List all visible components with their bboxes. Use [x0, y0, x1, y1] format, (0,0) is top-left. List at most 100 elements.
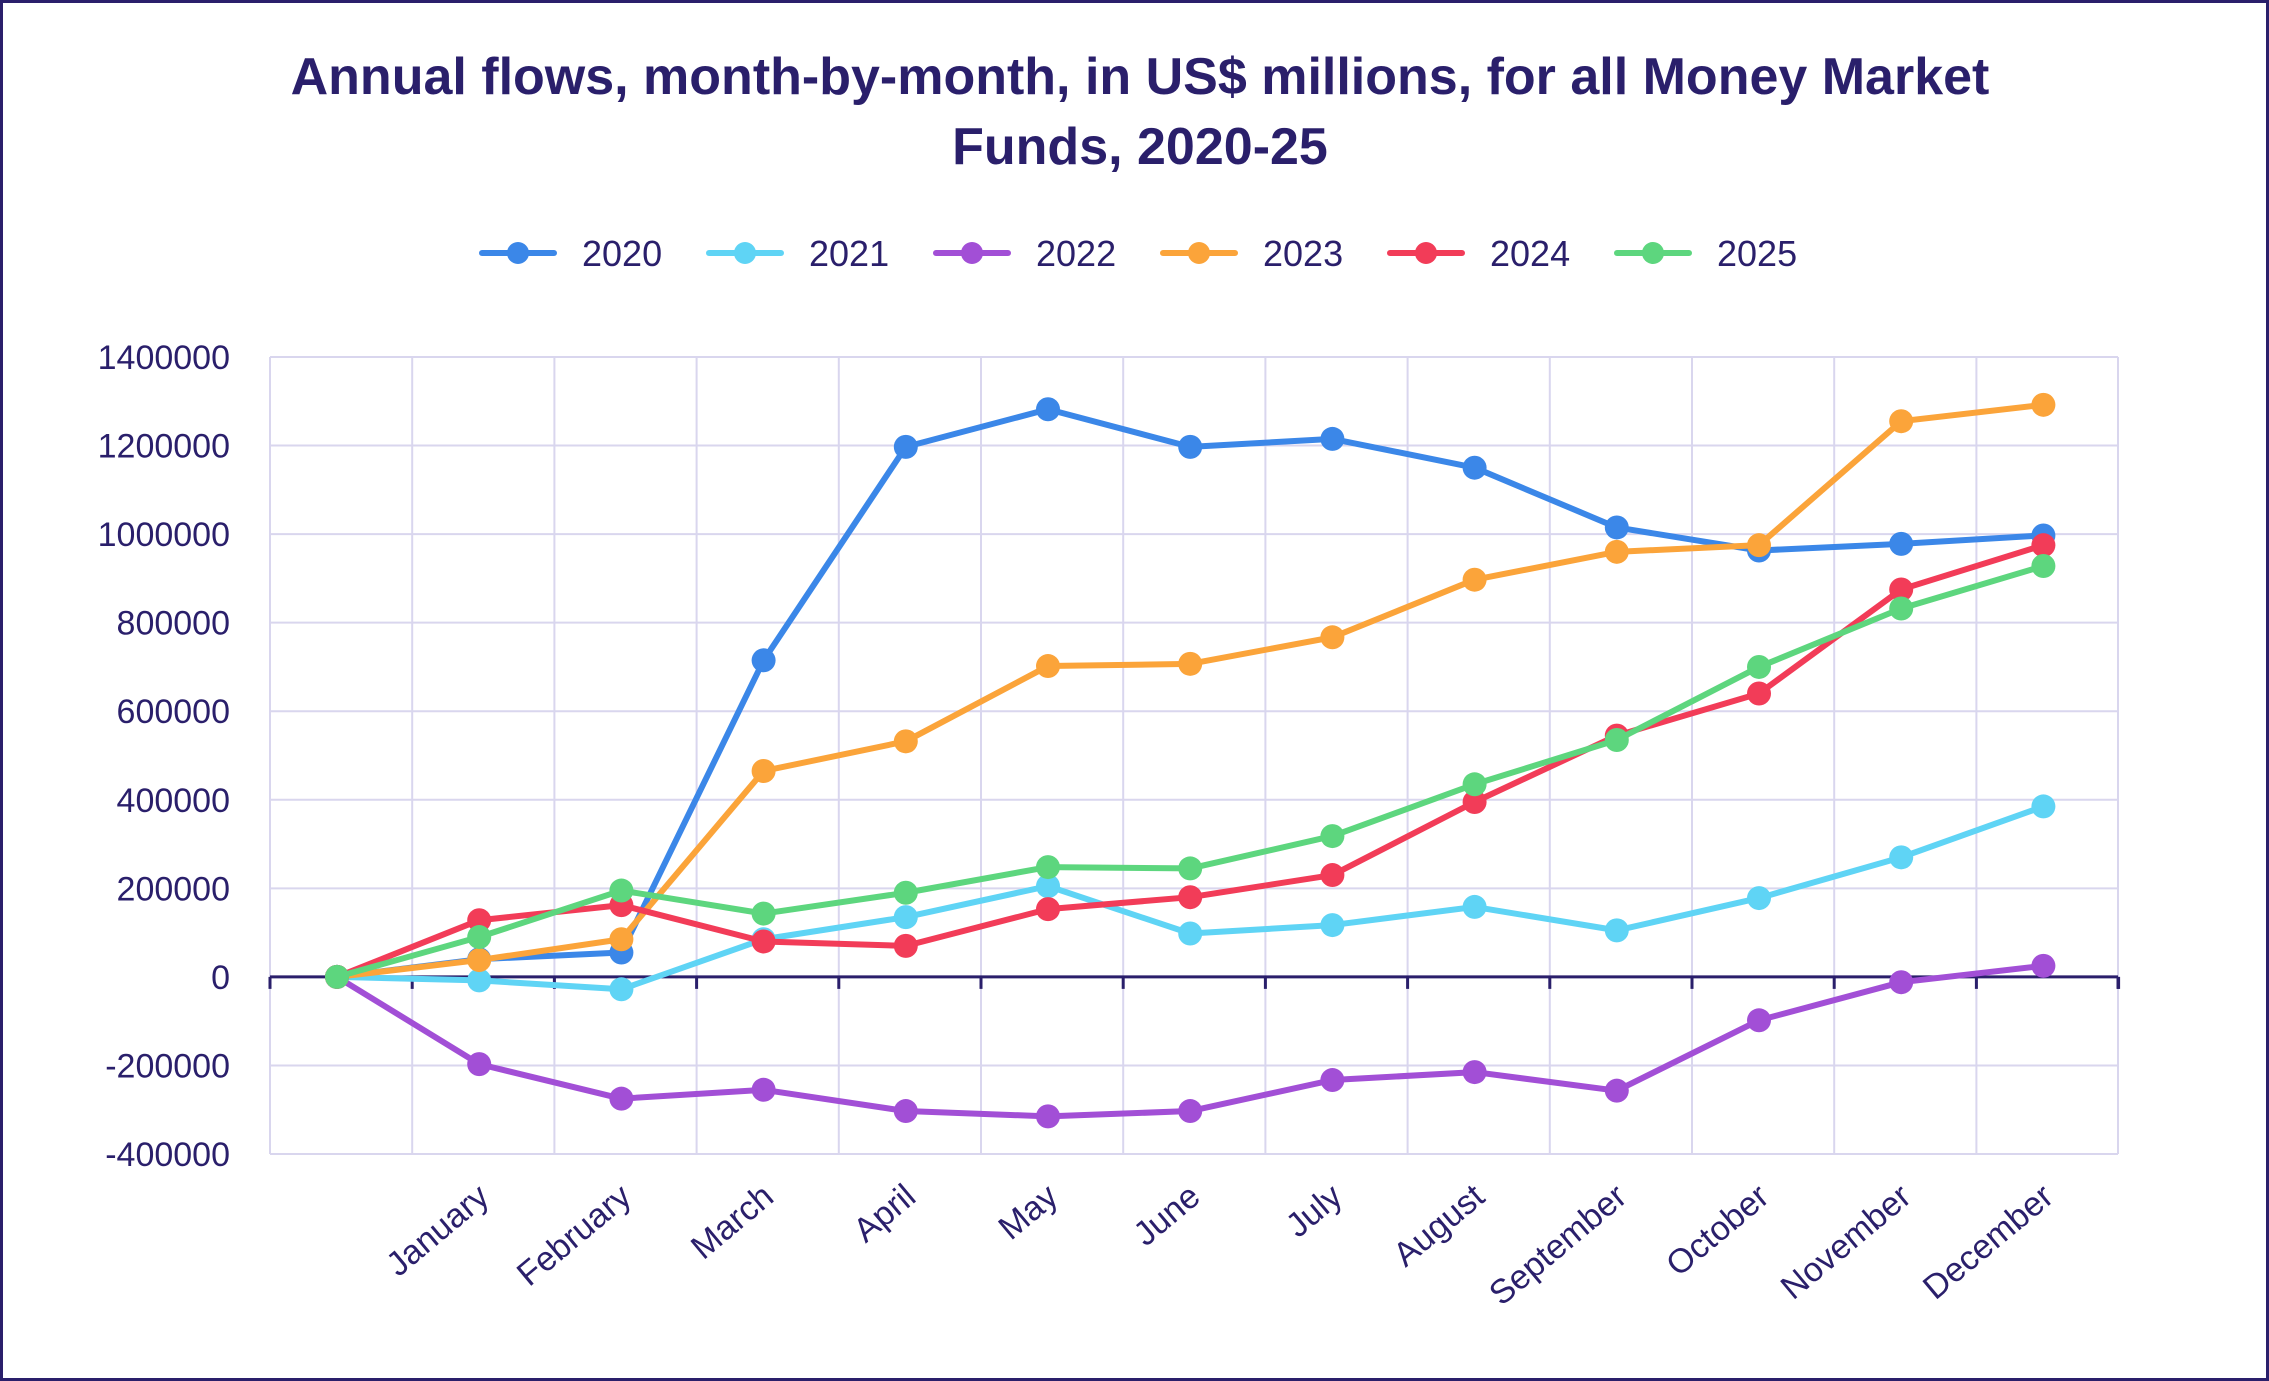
y-tick-label: -200000: [105, 1047, 230, 1085]
data-point: [1036, 397, 1060, 422]
x-tick-label: September: [1482, 1177, 1634, 1313]
series-line: [334, 562, 2047, 980]
data-point: [609, 1086, 634, 1111]
legend-label: 2023: [1263, 233, 1343, 274]
data-point: [1178, 651, 1203, 676]
data-point: [325, 964, 349, 989]
data-point: [751, 648, 776, 673]
x-tick-label: August: [1386, 1177, 1492, 1275]
data-point: [1462, 455, 1487, 480]
series-2024: [325, 533, 2056, 989]
data-point: [1747, 681, 1771, 706]
data-point: [467, 968, 492, 993]
data-point: [1604, 539, 1629, 564]
legend-swatch-marker: [734, 242, 756, 264]
legend-swatch-marker: [507, 242, 529, 264]
legend-label: 2020: [582, 233, 662, 274]
y-tick-label: 1000000: [98, 516, 230, 554]
x-tick-label: May: [992, 1177, 1066, 1247]
data-point: [2031, 794, 2056, 819]
x-tick-label: July: [1279, 1177, 1350, 1245]
data-point: [1604, 918, 1629, 943]
data-point: [2031, 953, 2056, 978]
series-lines: [325, 392, 2056, 1129]
data-point: [1178, 885, 1203, 910]
data-point: [1889, 531, 1914, 556]
x-axis-line: [268, 975, 2121, 989]
y-tick-label: 200000: [117, 870, 230, 908]
data-point: [2031, 533, 2056, 558]
x-tick-label: October: [1659, 1177, 1776, 1284]
legend-label: 2024: [1490, 233, 1570, 274]
legend-item-2024: 2024: [1387, 233, 1570, 274]
series-2021: [325, 794, 2056, 1002]
x-tick-label: March: [684, 1177, 781, 1267]
data-point: [1604, 515, 1629, 540]
data-point: [1462, 789, 1487, 814]
chart-title: Annual flows, month-by-month, in US$ mil…: [290, 48, 1990, 176]
data-point: [1889, 845, 1914, 870]
legend-swatch-marker: [961, 242, 983, 264]
data-point: [893, 1099, 918, 1124]
data-point: [1462, 894, 1487, 919]
data-point: [1747, 654, 1771, 679]
data-point: [467, 1052, 492, 1077]
legend-item-2023: 2023: [1160, 233, 1343, 274]
data-point: [893, 905, 918, 930]
data-point: [1604, 1078, 1629, 1103]
y-tick-label: 400000: [117, 782, 230, 820]
data-point: [609, 977, 634, 1002]
legend-item-2020: 2020: [479, 233, 662, 274]
legend: 2020 2021 2022 2023 2024 2025: [479, 233, 1797, 274]
legend-label: 2021: [809, 233, 889, 274]
data-point: [1320, 1068, 1345, 1093]
data-point: [893, 933, 918, 958]
y-tick-label: 1400000: [98, 339, 230, 377]
x-tick-label: April: [846, 1177, 923, 1250]
legend-label: 2025: [1717, 233, 1797, 274]
data-point: [751, 929, 776, 954]
data-point: [1320, 863, 1345, 888]
data-point: [1178, 856, 1203, 881]
series-2025: [325, 553, 2056, 989]
x-tick-label: November: [1774, 1177, 1919, 1307]
y-tick-label: -400000: [105, 1136, 230, 1174]
x-tick-label: June: [1126, 1177, 1207, 1254]
x-tick-label: February: [510, 1177, 639, 1294]
legend-item-2022: 2022: [933, 233, 1116, 274]
y-tick-label: 1200000: [98, 428, 230, 466]
data-point: [1462, 772, 1487, 797]
data-point: [1747, 533, 1771, 558]
data-point: [1889, 577, 1914, 602]
series-2023: [325, 392, 2056, 989]
series-line: [334, 542, 2047, 980]
data-point: [609, 927, 634, 952]
legend-swatch-marker: [1642, 242, 1664, 264]
data-point: [1036, 855, 1060, 880]
data-point: [1036, 654, 1060, 679]
data-point: [1462, 1060, 1487, 1085]
data-point: [1462, 567, 1487, 592]
data-point: [467, 925, 492, 950]
legend-swatch-marker: [1188, 242, 1210, 264]
data-point: [1178, 434, 1203, 459]
data-point: [1604, 728, 1629, 753]
data-point: [1320, 426, 1345, 451]
data-point: [467, 908, 492, 933]
data-point: [1036, 897, 1060, 922]
data-point: [751, 1077, 776, 1102]
data-point: [467, 948, 492, 973]
data-point: [609, 878, 634, 903]
data-point: [1889, 970, 1914, 995]
data-point: [1320, 824, 1345, 849]
data-point: [751, 901, 776, 926]
legend-item-2025: 2025: [1614, 233, 1797, 274]
data-point: [893, 880, 918, 905]
y-axis-tick-labels: 1400000 1200000 1000000 800000 600000 400000 2…: [98, 339, 230, 1174]
legend-item-2021: 2021: [706, 233, 889, 274]
data-point: [1889, 596, 1914, 621]
data-point: [1036, 874, 1060, 899]
data-point: [893, 434, 918, 459]
